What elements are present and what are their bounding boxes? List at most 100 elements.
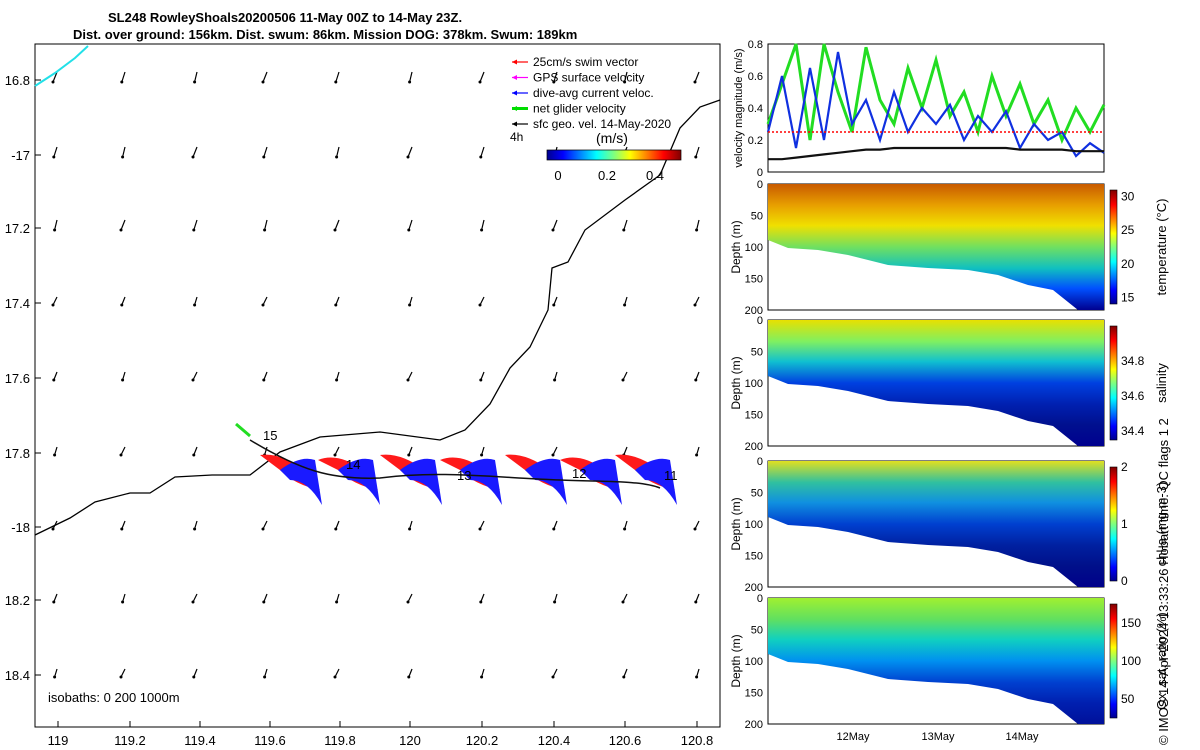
depth-tick: 100 (745, 656, 763, 668)
x-tick-label: 120.4 (538, 733, 571, 748)
vector-arrow (407, 446, 413, 457)
legend-entry: net glider velocity (512, 102, 626, 116)
vector-arrow (621, 593, 628, 604)
vector-arrow (52, 146, 58, 159)
colorbar-tick-label: 30 (1121, 190, 1135, 204)
vector-arrow (621, 371, 628, 382)
legend-label: dive-avg current veloc. (533, 86, 654, 100)
vector-arrow (192, 446, 198, 457)
depth-heatmap: 0 50 100 150 200 Depth (m) 0 1 2 chl-a (mg m-3) (729, 456, 1169, 594)
colorbar-tick-label: 1 (1121, 517, 1128, 531)
vector-arrow (192, 668, 198, 679)
depth-tick: 50 (751, 488, 763, 500)
vector-arrow (695, 668, 700, 679)
y-tick-label: 17.8 (5, 446, 30, 461)
velocity-swath (505, 454, 567, 505)
vector-arrow (480, 668, 485, 679)
depth-tick: 0 (757, 179, 763, 191)
vector-arrow (263, 219, 268, 232)
heatmap-field (768, 184, 1104, 310)
vector-arrow (552, 71, 558, 84)
colorbar-tick-label: 50 (1121, 692, 1135, 706)
vector-arrow (695, 219, 700, 232)
map-y-ticks: 16.8 -17 17.2 17.4 17.6 17.8 -18 18.2 18.4 (5, 73, 41, 683)
depth-tick: 0 (757, 456, 763, 468)
vector-arrow (551, 446, 558, 457)
x-tick-label: 120.2 (466, 733, 499, 748)
heatmap-colorbar (1109, 189, 1118, 305)
legend-entry: dive-avg current veloc. (512, 86, 654, 100)
velocity-series-line (766, 51, 1105, 158)
vector-arrow (261, 71, 268, 84)
vector-arrow (334, 71, 340, 84)
heatmap-colorbar (1109, 466, 1118, 582)
vector-arrow (622, 219, 628, 232)
colorbar-tick-label: 100 (1121, 654, 1141, 668)
vector-arrow (334, 296, 340, 307)
date-tick: 12May (836, 731, 870, 743)
x-tick-label: 119.6 (254, 733, 286, 748)
vector-arrow (551, 219, 558, 232)
legend-label: sfc geo. vel. 14-May-2020 (533, 117, 671, 131)
heatmap-colorbar (1109, 325, 1118, 441)
colorbar-label: chl-a (mg m-3) (1154, 482, 1169, 567)
depth-heatmap: 0 50 100 150 200 Depth (m) 50 100 150 Ox. sat. ra… (729, 593, 1169, 743)
colorbar-tick-label: 150 (1121, 616, 1141, 630)
vector-arrow (694, 371, 700, 382)
vector-arrow (261, 296, 268, 307)
colorbar-tick: 0.4 (646, 168, 664, 183)
vector-arrow (121, 146, 126, 159)
x-tick-label: 119.8 (324, 733, 356, 748)
colorbar-label: Ox. sat. ratio (%) (1154, 612, 1169, 710)
vector-arrow (553, 371, 558, 382)
vector-arrow (480, 446, 485, 457)
vector-arrow (335, 593, 340, 604)
y-tick-label: 18.2 (5, 593, 30, 608)
vector-arrow (552, 296, 558, 307)
y-tick-label: 17.4 (5, 296, 30, 311)
vector-arrow (623, 71, 628, 84)
isobaths-label: isobaths: 0 200 1000m (48, 690, 180, 705)
vector-arrow (623, 296, 628, 307)
y-tick-label: 16.8 (5, 73, 30, 88)
y-tick-label: 18.4 (5, 668, 30, 683)
vector-arrow (408, 296, 413, 307)
legend-label: 25cm/s swim vector (533, 55, 638, 69)
vector-arrow (51, 71, 58, 84)
heatmap-field (768, 461, 1104, 587)
vector-arrow (478, 520, 485, 531)
vector-arrow (693, 520, 700, 531)
depth-tick: 50 (751, 625, 763, 637)
depth-tick: 0 (757, 593, 763, 605)
speed-colorbar: 0 0.2 0.4 (546, 149, 682, 183)
vector-arrow (120, 520, 126, 531)
x-tick-label: 120 (399, 733, 421, 748)
vector-arrow (622, 668, 628, 679)
vel-y-tick: 0.2 (748, 135, 763, 147)
vector-arrow (191, 371, 198, 382)
vector-arrow (52, 593, 58, 604)
vector-arrow (694, 146, 700, 159)
vector-arrow (407, 668, 413, 679)
depth-axis-label: Depth (m) (729, 220, 743, 273)
x-tick-label: 120.6 (609, 733, 642, 748)
date-tick: 14May (1005, 731, 1039, 743)
chart-title-line1: SL248 RowleyShoals20200506 11-May 00Z to… (108, 10, 463, 25)
vector-arrow (334, 520, 340, 531)
heatmap-field (768, 598, 1104, 724)
y-tick-label: -17 (11, 148, 30, 163)
vector-arrow (53, 668, 58, 679)
colorbar-tick: 0.2 (598, 168, 616, 183)
vector-arrow (119, 668, 126, 679)
isobath-line (34, 45, 89, 87)
colorbar-tick-label: 25 (1121, 223, 1135, 237)
vel-y-tick: 0.6 (748, 71, 763, 83)
colorbar-units: (m/s) (596, 130, 628, 146)
velocity-swath (615, 454, 677, 505)
depth-tick: 50 (751, 211, 763, 223)
colorbar-tick-label: 2 (1121, 460, 1128, 474)
vel-y-tick: 0 (757, 167, 763, 179)
